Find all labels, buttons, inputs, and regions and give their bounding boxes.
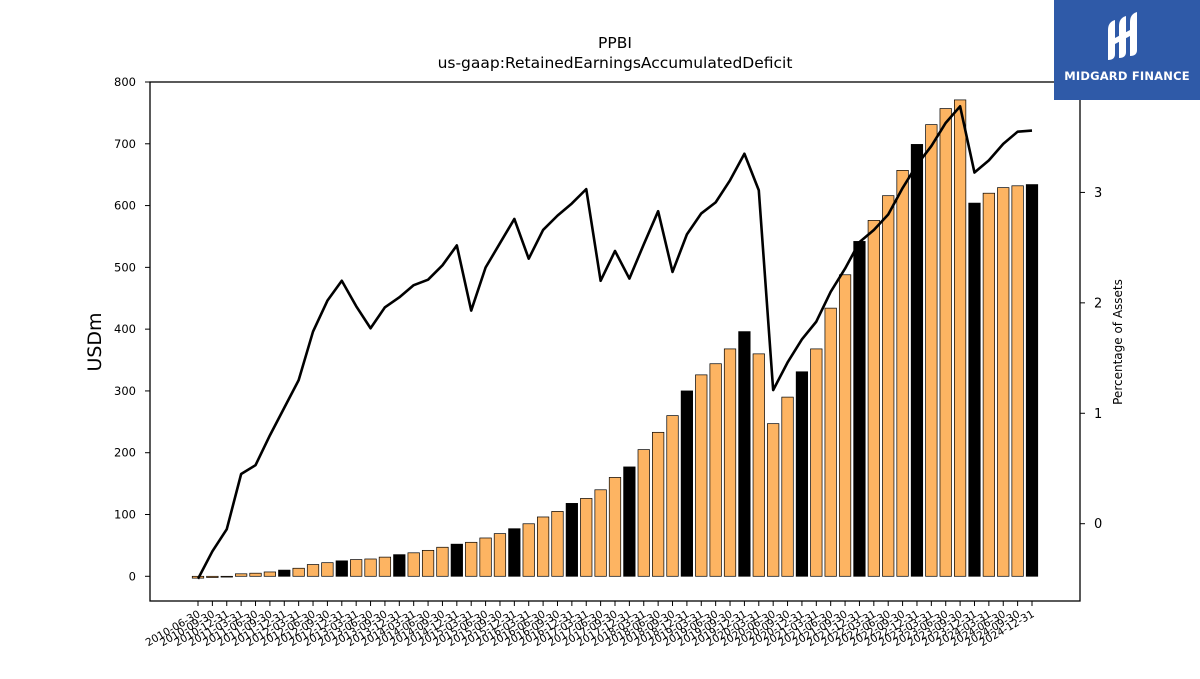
bar xyxy=(551,511,564,577)
y-tick-label: 400 xyxy=(114,322,136,336)
bar xyxy=(925,124,938,577)
y-tick-label: 500 xyxy=(114,260,136,274)
bar xyxy=(608,477,622,577)
bar xyxy=(838,274,852,577)
y-tick-label: 700 xyxy=(114,137,136,151)
bar xyxy=(709,363,722,577)
bar xyxy=(206,575,219,578)
bar xyxy=(968,202,981,577)
bar xyxy=(350,559,363,577)
bar xyxy=(364,558,377,577)
bar xyxy=(982,192,995,577)
bar xyxy=(393,554,406,577)
logo-text: MIDGARD FINANCE xyxy=(1064,69,1190,83)
bar xyxy=(292,567,305,577)
bar xyxy=(723,348,737,577)
bar xyxy=(896,170,909,577)
bar xyxy=(565,503,578,577)
y-tick-label: 600 xyxy=(114,199,136,213)
y2-tick-label: 0 xyxy=(1094,517,1102,532)
bar xyxy=(465,541,478,577)
bar xyxy=(536,516,550,577)
bar xyxy=(695,374,708,577)
bar xyxy=(623,466,636,577)
y-tick-label: 300 xyxy=(114,384,136,398)
bar xyxy=(767,423,780,577)
bar xyxy=(306,564,320,577)
bar xyxy=(910,144,924,577)
bar xyxy=(378,556,392,577)
bar xyxy=(882,195,895,577)
bar xyxy=(407,552,420,577)
bar xyxy=(752,353,765,577)
bar xyxy=(436,546,449,577)
y2-tick-label: 2 xyxy=(1094,296,1102,311)
midgard-logo-icon xyxy=(1108,12,1137,60)
bar xyxy=(939,108,952,577)
y-tick-label: 0 xyxy=(129,569,136,583)
bar xyxy=(997,187,1010,577)
axes: 010020030040050060070080001232010-06-302… xyxy=(114,75,1102,649)
y-tick-label: 800 xyxy=(114,75,136,89)
bar-series xyxy=(191,99,1039,579)
bar xyxy=(278,569,291,577)
bar xyxy=(1025,184,1039,577)
bar xyxy=(824,307,837,577)
bar xyxy=(479,537,492,577)
bar xyxy=(335,560,348,577)
bar xyxy=(637,449,650,577)
bar xyxy=(867,220,880,577)
bar xyxy=(508,528,521,577)
bar xyxy=(580,498,593,577)
bar xyxy=(249,572,262,577)
bar xyxy=(450,543,463,577)
bar xyxy=(680,390,693,577)
y2-tick-label: 1 xyxy=(1094,407,1102,422)
bar xyxy=(220,575,233,578)
line-series xyxy=(196,104,1033,580)
bar xyxy=(781,396,794,577)
midgard-finance-logo: MIDGARD FINANCE xyxy=(1054,0,1200,100)
bar xyxy=(263,571,276,577)
bar xyxy=(652,431,665,577)
y2-axis-label: Percentage of Assets xyxy=(1111,279,1125,405)
bar xyxy=(666,415,679,577)
bar xyxy=(321,562,334,577)
bar xyxy=(594,489,607,577)
percentage-line xyxy=(196,104,1033,580)
chart-subtitle: us-gaap:RetainedEarningsAccumulatedDefic… xyxy=(438,54,793,72)
bar xyxy=(853,241,866,577)
bar xyxy=(795,371,809,577)
chart-title: PPBI xyxy=(598,34,632,52)
bar xyxy=(421,549,435,577)
bar xyxy=(953,99,967,577)
y-tick-label: 100 xyxy=(114,508,136,522)
plot-frame xyxy=(149,81,1081,602)
bar xyxy=(493,533,507,577)
bar xyxy=(1011,185,1024,577)
bar xyxy=(810,348,823,577)
bar xyxy=(522,523,535,577)
y2-tick-label: 3 xyxy=(1094,186,1102,201)
y-axis-label: USDm xyxy=(84,312,106,371)
bar xyxy=(235,573,248,577)
y-tick-label: 200 xyxy=(114,446,136,460)
bar xyxy=(738,331,751,577)
